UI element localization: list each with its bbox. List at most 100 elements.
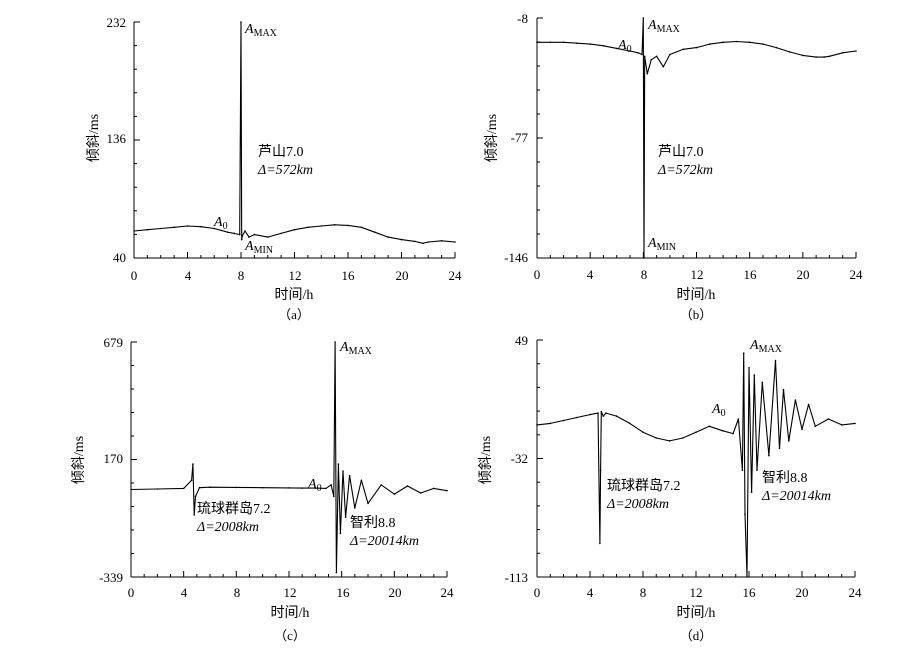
panel-a-xtick: 0 — [131, 268, 138, 283]
panel-a-xtick: 16 — [342, 268, 356, 283]
panel-b-xticks: 0 4 8 12 16 20 24 — [534, 267, 863, 282]
data-point — [597, 412, 599, 414]
panel-d-xlabel: 时间/h — [677, 605, 716, 621]
panel-c-xtick: 0 — [128, 585, 135, 600]
data-point — [133, 230, 135, 232]
data-point — [235, 486, 238, 489]
data-point — [778, 447, 781, 450]
panel-c-xtick: 24 — [441, 585, 455, 600]
panel-b-a0-label: A0 — [617, 38, 632, 55]
data-point — [335, 571, 338, 574]
panel-d: 49 -32 -113 倾斜/ms 0 4 8 12 16 20 24 时间/h… — [478, 333, 862, 643]
panel-b-amax-label: AMAX — [647, 18, 681, 35]
data-point — [339, 532, 342, 535]
data-point — [200, 225, 202, 228]
data-point — [374, 231, 376, 233]
data-point — [637, 52, 639, 54]
data-point — [662, 65, 665, 68]
data-point — [682, 437, 684, 439]
panel-b-ytick-bottom: -146 — [504, 250, 528, 265]
panel-b-distance-label: Δ=572km — [657, 163, 713, 178]
panel-c-distance2-label: Δ=20014km — [349, 534, 419, 549]
data-point — [695, 431, 697, 434]
data-point — [253, 233, 256, 236]
data-point — [536, 41, 538, 44]
data-point — [209, 486, 211, 489]
panel-a: 232 136 40 倾斜/ms 0 4 8 12 16 20 24 时间/h … — [86, 15, 462, 322]
panel-b: -8 -77 -146 倾斜/ms 0 4 8 12 16 20 24 时间/h… — [484, 11, 863, 322]
panel-c-distance1-label: Δ=2008km — [196, 520, 259, 535]
panel-c-xlabel: 时间/h — [271, 605, 310, 621]
panel-c-xtick: 12 — [284, 585, 297, 600]
data-point — [646, 72, 649, 75]
data-point — [650, 58, 653, 61]
panel-b-xtick: 4 — [587, 267, 594, 282]
data-point — [669, 53, 671, 56]
data-point — [549, 422, 552, 425]
data-point — [801, 428, 803, 431]
data-point — [753, 374, 756, 376]
panel-b-ylabel: 倾斜/ms — [484, 114, 500, 162]
data-point — [344, 516, 347, 518]
data-point — [130, 488, 132, 491]
data-point — [802, 54, 804, 57]
data-point — [325, 487, 327, 490]
data-point — [599, 469, 602, 472]
data-point — [655, 55, 658, 58]
data-point — [722, 41, 724, 44]
panel-b-xtick: 16 — [744, 267, 758, 282]
panel-a-xtick: 8 — [238, 268, 245, 283]
data-point — [744, 513, 746, 515]
data-point — [708, 425, 711, 428]
data-point — [748, 41, 751, 44]
panel-a-a0-label: A0 — [213, 215, 228, 232]
data-point — [198, 486, 201, 489]
panel-d-amax-label: AMAX — [749, 338, 783, 355]
data-point — [156, 488, 159, 490]
panel-c-event1-label: 琉球群岛7.2 — [197, 501, 271, 517]
data-point — [160, 227, 162, 230]
panel-c-xticks: 0 4 8 12 16 20 24 — [128, 585, 454, 600]
panel-b-ytick-mid: -77 — [511, 130, 529, 145]
data-point — [190, 479, 193, 482]
panel-d-ytick-mid: -32 — [511, 451, 528, 466]
data-point — [307, 226, 309, 229]
panel-c-xtick: 20 — [389, 585, 402, 600]
data-point — [576, 42, 578, 44]
data-point — [562, 41, 565, 44]
panel-b-xlabel: 时间/h — [677, 287, 716, 303]
data-point — [427, 241, 430, 243]
data-point — [643, 257, 645, 259]
data-point — [750, 491, 753, 493]
data-point — [240, 21, 242, 23]
panel-d-xtick: 24 — [849, 585, 863, 600]
data-point — [589, 43, 591, 45]
data-point — [794, 399, 797, 401]
data-point — [599, 542, 601, 545]
data-point — [347, 224, 349, 227]
data-point — [815, 56, 817, 58]
data-point — [446, 489, 448, 492]
data-point — [576, 416, 578, 419]
panel-a-xlabel: 时间/h — [275, 287, 314, 303]
panel-a-plot — [133, 21, 456, 259]
data-point — [668, 440, 671, 442]
data-point — [642, 431, 644, 434]
data-point — [233, 232, 236, 235]
panel-b-caption: （b） — [680, 307, 713, 322]
data-point — [400, 238, 403, 241]
data-point — [354, 507, 356, 509]
panel-d-plot — [536, 339, 856, 578]
data-point — [146, 228, 149, 231]
panel-d-xtick: 4 — [587, 585, 594, 600]
data-point — [320, 225, 323, 227]
data-point — [454, 241, 456, 243]
data-point — [194, 495, 197, 498]
data-point — [288, 487, 290, 489]
data-point — [600, 410, 603, 413]
data-point — [602, 45, 605, 47]
data-point — [360, 479, 363, 482]
data-point — [721, 429, 724, 432]
data-point — [333, 495, 335, 498]
